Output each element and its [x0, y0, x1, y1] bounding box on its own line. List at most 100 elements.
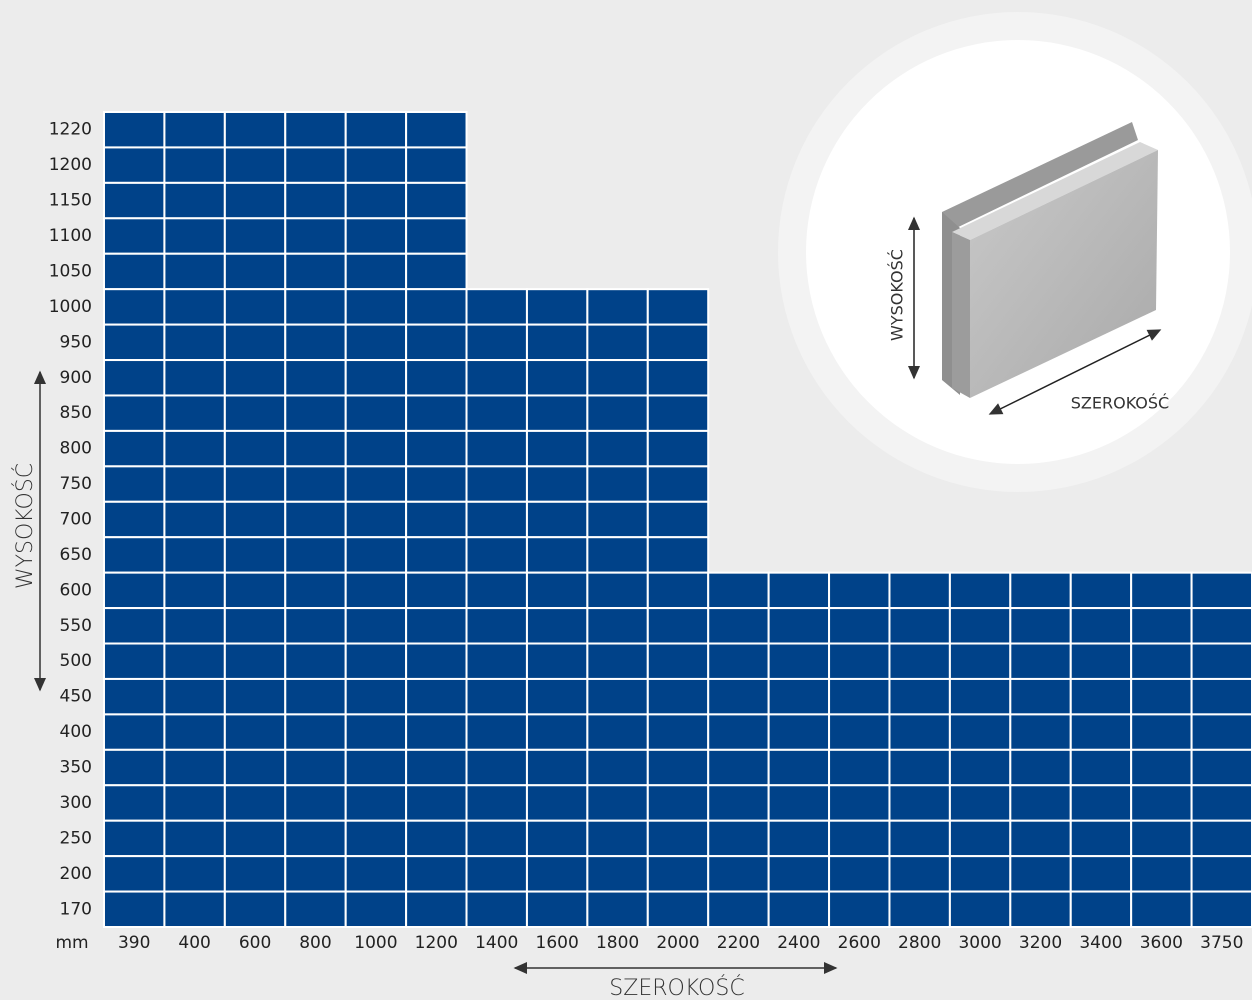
- size-cell: [948, 677, 1012, 716]
- size-cell: [465, 677, 528, 716]
- size-cell: [465, 359, 528, 397]
- size-cell: [707, 748, 770, 787]
- size-cell: [586, 465, 649, 503]
- size-cell: [646, 323, 710, 362]
- size-cell: [1009, 677, 1072, 716]
- height-label: 600: [60, 580, 92, 600]
- height-label: 1220: [49, 120, 92, 140]
- height-label: 650: [60, 545, 92, 565]
- size-cell: [888, 890, 951, 929]
- size-cell: [525, 677, 589, 716]
- size-cell: [344, 536, 408, 574]
- size-cell: [1009, 571, 1072, 610]
- size-cell: [344, 288, 408, 326]
- unit-label: mm: [55, 933, 88, 953]
- size-cell: [103, 394, 166, 432]
- size-cell: [284, 288, 347, 326]
- width-label: 1400: [475, 933, 518, 953]
- size-cell: [1130, 855, 1193, 893]
- size-cell: [1009, 748, 1072, 787]
- size-cell: [163, 359, 226, 397]
- size-cell: [1069, 855, 1133, 893]
- size-cell: [465, 465, 528, 503]
- width-label: 2800: [898, 933, 941, 953]
- size-cell: [103, 819, 166, 858]
- size-cell: [828, 748, 891, 787]
- size-cell: [344, 394, 408, 432]
- size-cell: [1130, 819, 1193, 858]
- width-label: 1200: [415, 933, 458, 953]
- size-cell: [284, 252, 347, 291]
- width-label: 600: [239, 933, 271, 953]
- width-label: 3600: [1140, 933, 1183, 953]
- size-cell: [465, 323, 528, 362]
- size-cell: [525, 500, 589, 539]
- size-cell: [163, 571, 226, 610]
- size-cell: [223, 111, 287, 149]
- size-cell: [646, 500, 710, 539]
- size-cell: [646, 359, 710, 397]
- size-cell: [284, 429, 347, 468]
- panel-top: [952, 142, 1158, 240]
- size-cell: [163, 607, 226, 645]
- size-cell: [525, 784, 589, 822]
- size-cell: [163, 146, 226, 184]
- size-cell: [525, 571, 589, 610]
- size-cell: [525, 465, 589, 503]
- size-cell: [405, 500, 468, 539]
- size-cell: [646, 465, 710, 503]
- size-cell: [948, 784, 1012, 822]
- size-cell: [707, 571, 770, 610]
- size-cell: [828, 677, 891, 716]
- size-cell: [1190, 677, 1252, 716]
- size-cell: [405, 607, 468, 645]
- size-cell: [103, 146, 166, 184]
- size-cell: [828, 855, 891, 893]
- size-cell: [223, 642, 287, 680]
- size-cell: [586, 890, 649, 929]
- size-cell: [163, 181, 226, 220]
- size-cell: [828, 642, 891, 680]
- size-cell: [284, 748, 347, 787]
- size-cell: [284, 111, 347, 149]
- size-cell: [223, 181, 287, 220]
- size-cell: [586, 855, 649, 893]
- size-cell: [405, 429, 468, 468]
- size-cell: [828, 819, 891, 858]
- size-cell: [767, 713, 831, 751]
- size-cell: [525, 359, 589, 397]
- size-cell: [223, 394, 287, 432]
- size-cell: [465, 713, 528, 751]
- size-cell: [1009, 607, 1072, 645]
- size-cell: [1069, 748, 1133, 787]
- size-cell: [586, 571, 649, 610]
- size-cell: [767, 677, 831, 716]
- size-cell: [163, 465, 226, 503]
- size-cell: [163, 500, 226, 539]
- size-cell: [948, 642, 1012, 680]
- size-cell: [646, 288, 710, 326]
- size-cell: [163, 819, 226, 858]
- width-label: 390: [118, 933, 150, 953]
- size-cell: [586, 607, 649, 645]
- size-cell: [465, 536, 528, 574]
- size-cell: [223, 890, 287, 929]
- size-cell: [525, 536, 589, 574]
- size-cell: [767, 819, 831, 858]
- grid: [103, 111, 1252, 929]
- width-label: 2400: [777, 933, 820, 953]
- size-cell: [223, 288, 287, 326]
- size-cell: [525, 394, 589, 432]
- size-cell: [525, 323, 589, 362]
- width-label: 1000: [354, 933, 397, 953]
- size-cell: [828, 571, 891, 610]
- size-cell: [405, 288, 468, 326]
- height-label: 1050: [49, 261, 92, 281]
- panel-rail: [942, 122, 1138, 232]
- size-cell: [405, 146, 468, 184]
- size-cell: [284, 607, 347, 645]
- size-cell: [284, 146, 347, 184]
- size-cell: [223, 677, 287, 716]
- height-label: 400: [60, 722, 92, 742]
- size-cell: [646, 855, 710, 893]
